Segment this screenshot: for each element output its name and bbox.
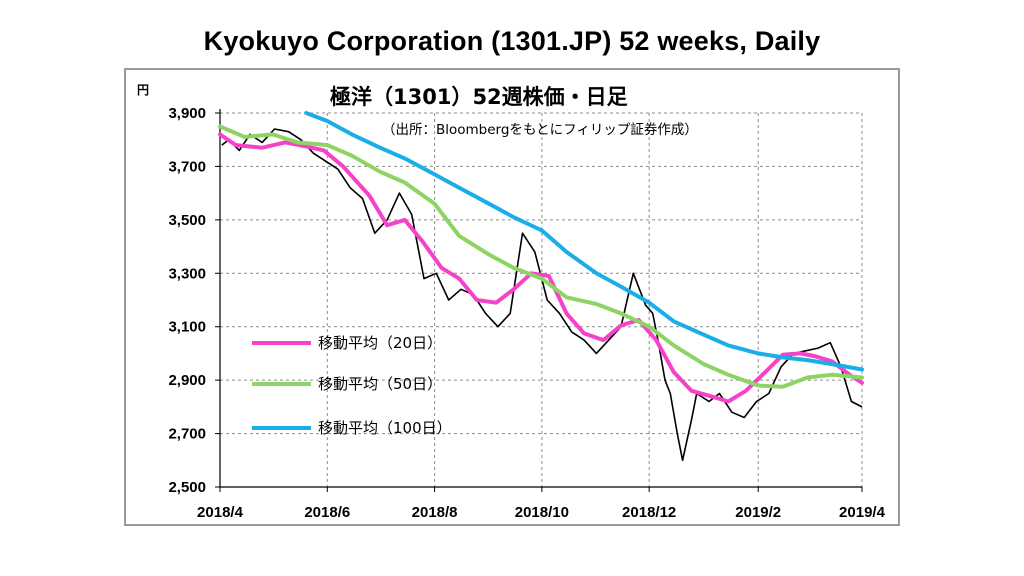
chart-frame [124, 68, 900, 526]
y-tick-label: 3,900 [168, 105, 206, 122]
ma-line-2 [304, 111, 864, 372]
x-tick-labels: 2018/4 2018/6 2018/8 2018/10 2018/12 2019/2 20… [197, 504, 886, 521]
legend-label: 移動平均（50日） [318, 375, 442, 393]
y-tick-label: 3,100 [168, 319, 206, 336]
y-tick-label: 3,500 [168, 212, 206, 229]
chart-title: 極洋（1301）52週株価・日足 [330, 85, 628, 109]
price-bars [221, 128, 863, 462]
ma-line-0 [218, 132, 864, 404]
y-tick-labels: 2,500 2,700 2,900 3,100 3,300 3,500 3,700 3,900 [168, 105, 206, 496]
y-tick-label: 2,500 [168, 479, 206, 496]
chart-source-note: （出所：Bloombergをもとにフィリップ証券作成） [382, 122, 698, 138]
legend-label: 移動平均（20日） [318, 334, 442, 352]
axes [215, 109, 863, 492]
y-tick-label: 3,300 [168, 265, 206, 282]
y-axis-unit: 円 [137, 83, 149, 97]
y-tick-label: 2,700 [168, 426, 206, 443]
x-tick-label: 2019/2 [735, 504, 781, 521]
grid-lines [220, 112, 863, 487]
y-tick-label: 3,700 [168, 158, 206, 175]
x-tick-label: 2018/10 [515, 504, 569, 521]
moving-average-lines [218, 111, 864, 404]
y-tick-label: 2,900 [168, 372, 206, 389]
x-tick-label: 2018/6 [304, 504, 350, 521]
price-line [221, 128, 863, 462]
legend: 移動平均（20日） 移動平均（50日） 移動平均（100日） [252, 334, 452, 437]
x-tick-label: 2018/8 [412, 504, 458, 521]
ma-line-1 [218, 124, 864, 389]
legend-label: 移動平均（100日） [318, 419, 452, 437]
x-tick-label: 2019/4 [839, 504, 886, 521]
page-title: Kyokuyo Corporation (1301.JP) 52 weeks, … [203, 26, 821, 56]
x-tick-label: 2018/12 [622, 504, 676, 521]
x-tick-label: 2018/4 [197, 504, 244, 521]
